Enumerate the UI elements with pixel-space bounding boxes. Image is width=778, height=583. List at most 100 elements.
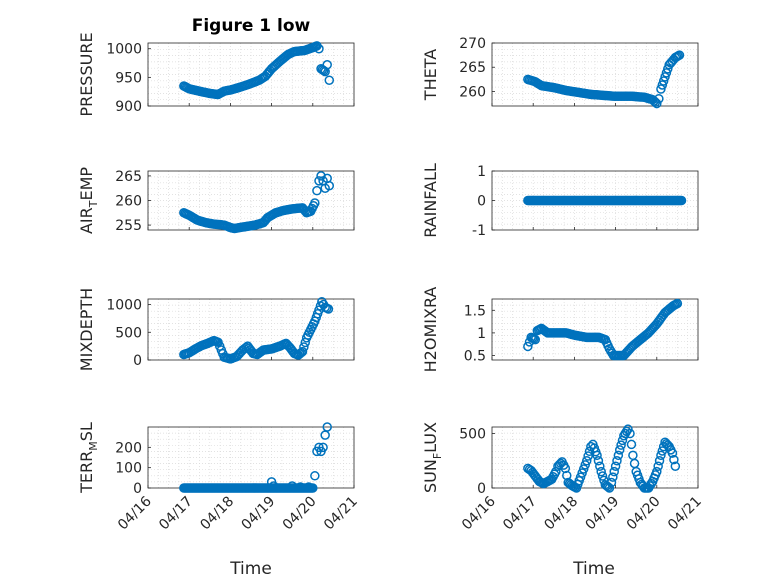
data-point (604, 483, 615, 493)
y-tick-label: 1 (477, 164, 486, 180)
data-point (608, 472, 618, 482)
x-tick-label: 04/18 (197, 494, 237, 534)
data-point (523, 341, 533, 352)
data-point (663, 440, 673, 450)
x-tick-label: 04/17 (500, 494, 540, 534)
data-point (667, 448, 678, 458)
x-tick-label: 04/17 (156, 494, 196, 534)
data-point (580, 460, 590, 470)
data-point (661, 68, 672, 78)
data-point (593, 456, 604, 466)
data-point (324, 181, 335, 191)
y-axis-label: AIRTEMP (77, 167, 100, 234)
y-axis-label: PRESSURE (77, 32, 96, 116)
y-tick-label: 1 (477, 326, 486, 342)
x-tick-label: 04/18 (541, 494, 581, 534)
data-point (592, 450, 602, 461)
subplot-2: 260 265 270 THETA (421, 36, 699, 109)
data-point (303, 482, 314, 492)
y-tick-label: 900 (115, 99, 142, 115)
data-point (629, 458, 640, 469)
data-point (623, 424, 633, 434)
figure-title: Figure 1 low (192, 16, 311, 36)
axes-box (147, 298, 355, 361)
data-point (658, 76, 669, 86)
y-tick-label: 500 (459, 427, 486, 443)
data-point (657, 80, 668, 90)
y-axis-label: RAINFALL (421, 163, 440, 238)
y-tick-label: -1 (472, 223, 486, 239)
y-tick-label: 1000 (106, 42, 142, 58)
data-point (314, 176, 324, 186)
data-point (314, 43, 324, 54)
data-point (654, 93, 664, 104)
data-point (609, 466, 619, 477)
y-tick-label: 0 (477, 194, 486, 210)
data-point (530, 334, 541, 345)
y-tick-label: 260 (459, 84, 486, 100)
data-point (295, 349, 305, 359)
data-point (610, 461, 621, 471)
data-point (322, 422, 332, 432)
x-tick-label: 04/21 (665, 494, 705, 534)
data-point (625, 428, 635, 439)
data-point (583, 451, 593, 461)
y-tick-label: 950 (115, 70, 142, 86)
data-point (322, 60, 332, 70)
data-point (653, 461, 663, 471)
y-tick-label: 0 (477, 481, 486, 497)
data-point (595, 461, 605, 471)
data-point (626, 439, 637, 450)
data-point (310, 198, 320, 208)
data-point (312, 185, 322, 196)
data-point (612, 456, 622, 466)
y-tick-label: 100 (115, 461, 142, 477)
data-point (652, 98, 662, 109)
x-tick-label: 04/16 (115, 493, 155, 533)
axes-box (491, 298, 699, 361)
data-point (654, 456, 665, 466)
x-tick-label: 04/16 (459, 493, 499, 533)
y-tick-label: 0 (133, 353, 142, 369)
data-point (646, 478, 657, 489)
y-tick-label: 265 (459, 60, 486, 76)
y-tick-label: 270 (459, 36, 486, 52)
data-point (324, 75, 335, 85)
data-point (628, 450, 638, 461)
x-axis-label-left: Time (229, 559, 272, 579)
data-point (299, 342, 309, 352)
data-point (674, 50, 685, 60)
x-axis-label-right: Time (572, 559, 615, 579)
axes-box (491, 426, 699, 489)
y-tick-label: 500 (115, 325, 142, 341)
y-axis-label: H2OMIXRA (421, 287, 440, 373)
data-point (297, 346, 308, 357)
y-tick-label: 0.5 (464, 348, 486, 364)
data-point (656, 84, 666, 94)
data-point (661, 438, 672, 449)
y-tick-label: 265 (115, 169, 142, 185)
x-tick-label: 04/20 (280, 494, 320, 534)
y-axis-label: THETA (421, 49, 440, 101)
data-point (616, 440, 626, 450)
x-tick-label: 04/21 (321, 494, 361, 534)
data-point (596, 466, 606, 477)
data-point (669, 454, 679, 465)
subplot-1: 900 950 1000 PRESSURE (77, 32, 355, 117)
data-point (308, 483, 318, 493)
subplot-8: 0 500 04/16 04/17 04/18 04/19 04/20 04/21 SUNFLU… (421, 422, 705, 533)
data-point (649, 96, 659, 106)
data-point (676, 195, 687, 206)
data-point (575, 472, 586, 482)
data-point (582, 456, 592, 466)
data-point (597, 471, 608, 481)
y-axis-label: SUNFLUX (421, 422, 444, 493)
axes-box (147, 42, 355, 107)
data-point (318, 442, 328, 453)
data-point (614, 445, 625, 455)
y-tick-label: 0 (133, 481, 142, 497)
axes-box (491, 42, 699, 107)
subplot-7: 0 100 200 04/16 04/17 04/18 04/19 04/20 04/21 TER… (77, 422, 361, 533)
